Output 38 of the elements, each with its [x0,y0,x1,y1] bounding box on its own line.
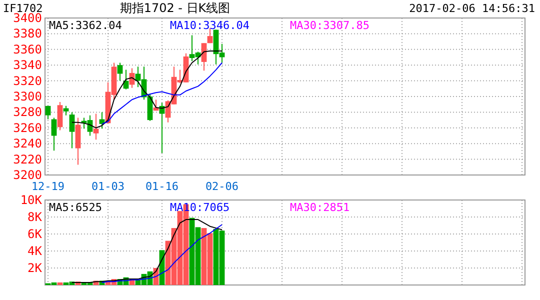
y-tick-label: 3380 [13,26,42,41]
y-tick-label: 3220 [13,152,42,166]
candlestick [45,105,51,120]
text: MA10:3346.04 [170,19,250,32]
candlestick [207,28,213,44]
candlestick [93,113,99,140]
line-series [102,224,222,283]
legend-label: MA30:2851 [290,201,350,214]
line-series [72,219,222,283]
y-tick-label: 3280 [13,105,42,120]
y-tick-label: 3260 [13,120,42,135]
candlestick [51,117,57,152]
candlestick [57,101,63,131]
x-tick-label: 02-06 [205,180,239,193]
x-tick-label: 01-16 [145,180,179,193]
y-tick-label: 3320 [13,74,42,88]
y-tick-label: 3340 [13,58,42,72]
y-tick-label: 3240 [13,136,42,151]
x-tick-label: 01-03 [91,180,125,193]
y-tick-label: 3300 [13,90,42,104]
y-tick-label: 3400 [13,11,42,25]
bar [57,282,63,285]
candlestick [69,112,75,149]
chart-title: 期指1702 - 日K线图 [120,1,230,15]
text: MA5:3362.04 [49,19,122,32]
text: 2017-02-06 14:56:31 [409,2,535,15]
y-tick-label: 6K [28,227,43,241]
y-tick-label: 10K [20,193,43,207]
y-tick-label: 2K [28,261,43,275]
legend-label: MA30:3307.85 [290,19,370,32]
candlestick [117,62,123,82]
y-tick-label: 8K [28,210,43,224]
y-tick-label: 3200 [13,168,42,182]
x-tick-label: 12-19 [31,180,65,193]
y-tick-label: 4K [28,244,43,258]
candlestick [75,117,81,166]
text: MA5:6525 [49,201,102,214]
y-tick-label: 3360 [13,42,42,56]
